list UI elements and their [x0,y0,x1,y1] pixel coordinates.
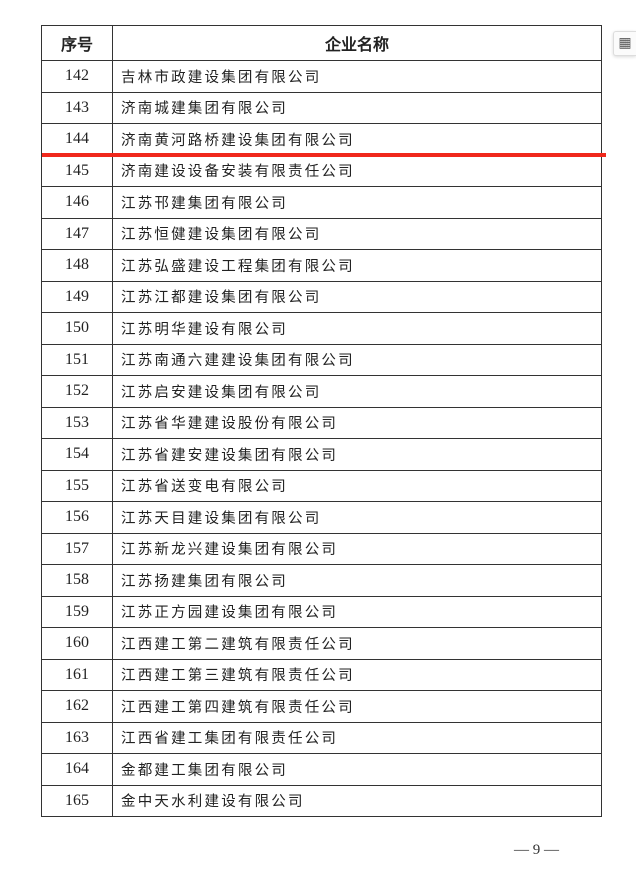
row-company-name: 金中天水利建设有限公司 [112,784,602,817]
row-company-name: 济南建设设备安装有限责任公司 [112,154,602,187]
row-index: 149 [41,280,113,313]
row-index: 152 [41,375,113,408]
row-index: 148 [41,249,113,282]
row-index: 157 [41,532,113,565]
table-row: 161 江西建工第三建筑有限责任公司 [41,658,602,691]
enterprise-table: 序号 企业名称 142 吉林市政建设集团有限公司 143 济南城建集团有限公司 144 济… [41,25,602,817]
row-index: 155 [41,469,113,502]
row-company-name: 江苏邗建集团有限公司 [112,186,602,219]
header-name: 企业名称 [112,25,602,61]
table-row: 164 金都建工集团有限公司 [41,753,602,786]
row-index: 156 [41,501,113,534]
row-index: 144 [41,123,113,156]
table-row: 150 江苏明华建设有限公司 [41,312,602,345]
table-row: 152 江苏启安建设集团有限公司 [41,375,602,408]
row-index: 150 [41,312,113,345]
row-index: 160 [41,627,113,660]
table-row: 163 江西省建工集团有限责任公司 [41,721,602,754]
row-company-name: 江苏江都建设集团有限公司 [112,280,602,313]
row-company-name: 江苏恒健建设集团有限公司 [112,217,602,250]
red-underline-annotation [42,153,606,157]
row-index: 143 [41,91,113,124]
table-row: 148 江苏弘盛建设工程集团有限公司 [41,249,602,282]
row-index: 159 [41,595,113,628]
row-index: 153 [41,406,113,439]
row-company-name: 吉林市政建设集团有限公司 [112,60,602,93]
table-row: 149 江苏江都建设集团有限公司 [41,280,602,313]
row-company-name: 江西省建工集团有限责任公司 [112,721,602,754]
table-row: 144 济南黄河路桥建设集团有限公司 [41,123,602,156]
table-row: 146 江苏邗建集团有限公司 [41,186,602,219]
table-row: 145 济南建设设备安装有限责任公司 [41,154,602,187]
table-row: 147 江苏恒健建设集团有限公司 [41,217,602,250]
row-company-name: 江苏启安建设集团有限公司 [112,375,602,408]
table-row: 158 江苏扬建集团有限公司 [41,564,602,597]
table-row: 162 江西建工第四建筑有限责任公司 [41,690,602,723]
row-company-name: 江苏省送变电有限公司 [112,469,602,502]
row-index: 161 [41,658,113,691]
table-row: 160 江西建工第二建筑有限责任公司 [41,627,602,660]
row-company-name: 江西建工第四建筑有限责任公司 [112,690,602,723]
row-index: 146 [41,186,113,219]
table-row: 159 江苏正方园建设集团有限公司 [41,595,602,628]
row-index: 145 [41,154,113,187]
row-company-name: 江苏省建安建设集团有限公司 [112,438,602,471]
row-index: 158 [41,564,113,597]
row-index: 163 [41,721,113,754]
table-row: 155 江苏省送变电有限公司 [41,469,602,502]
table-row: 154 江苏省建安建设集团有限公司 [41,438,602,471]
row-company-name: 江苏天目建设集团有限公司 [112,501,602,534]
row-company-name: 江苏扬建集团有限公司 [112,564,602,597]
row-index: 142 [41,60,113,93]
row-index: 165 [41,784,113,817]
table-row: 151 江苏南通六建建设集团有限公司 [41,343,602,376]
row-index: 162 [41,690,113,723]
row-index: 151 [41,343,113,376]
row-company-name: 金都建工集团有限公司 [112,753,602,786]
row-index: 164 [41,753,113,786]
row-company-name: 济南城建集团有限公司 [112,91,602,124]
table-header-row: 序号 企业名称 [41,25,602,61]
row-company-name: 江苏新龙兴建设集团有限公司 [112,532,602,565]
table-row: 165 金中天水利建设有限公司 [41,784,602,817]
row-index: 147 [41,217,113,250]
table-row: 153 江苏省华建建设股份有限公司 [41,406,602,439]
row-company-name: 江苏弘盛建设工程集团有限公司 [112,249,602,282]
header-index: 序号 [41,25,113,61]
table-view-icon[interactable]: ▦ [613,31,636,56]
table-row: 143 济南城建集团有限公司 [41,91,602,124]
table-row: 142 吉林市政建设集团有限公司 [41,60,602,93]
row-company-name: 江苏省华建建设股份有限公司 [112,406,602,439]
row-company-name: 江西建工第二建筑有限责任公司 [112,627,602,660]
row-company-name: 江苏明华建设有限公司 [112,312,602,345]
table-row: 156 江苏天目建设集团有限公司 [41,501,602,534]
row-company-name: 江西建工第三建筑有限责任公司 [112,658,602,691]
row-company-name: 济南黄河路桥建设集团有限公司 [112,123,602,156]
row-index: 154 [41,438,113,471]
table-row: 157 江苏新龙兴建设集团有限公司 [41,532,602,565]
row-company-name: 江苏南通六建建设集团有限公司 [112,343,602,376]
page-number: — 9 — [514,842,559,858]
row-company-name: 江苏正方园建设集团有限公司 [112,595,602,628]
